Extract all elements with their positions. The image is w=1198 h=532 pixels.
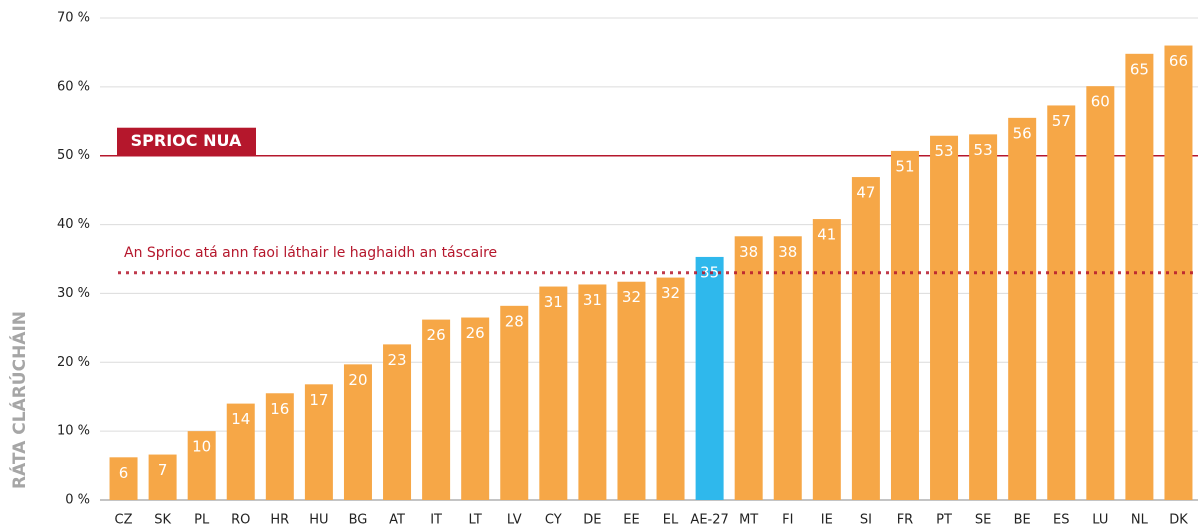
bar bbox=[578, 284, 607, 500]
y-tick-label: 50 % bbox=[57, 148, 90, 163]
bar bbox=[969, 134, 998, 500]
x-tick-label: MT bbox=[739, 513, 758, 528]
value-label: 60 bbox=[1091, 93, 1110, 111]
bar bbox=[851, 177, 880, 500]
value-label: 26 bbox=[466, 324, 485, 342]
value-label: 32 bbox=[622, 288, 641, 306]
bar bbox=[422, 319, 451, 500]
value-label: 28 bbox=[505, 312, 524, 330]
x-tick-label: DK bbox=[1169, 513, 1188, 528]
value-label: 66 bbox=[1169, 52, 1188, 70]
bar bbox=[773, 236, 802, 500]
y-axis-label: RÁTA CLÁRÚCHÁIN bbox=[8, 311, 30, 489]
bar bbox=[1086, 86, 1115, 500]
x-tick-label: NL bbox=[1131, 513, 1149, 528]
x-tick-label: SI bbox=[860, 513, 872, 528]
value-label: 35 bbox=[700, 263, 719, 281]
bar bbox=[500, 305, 529, 500]
x-tick-label: LU bbox=[1092, 513, 1108, 528]
value-label: 51 bbox=[895, 157, 914, 175]
x-tick-label: FI bbox=[782, 513, 793, 528]
x-tick-label: RO bbox=[231, 513, 250, 528]
value-label: 38 bbox=[778, 243, 797, 261]
value-label: 23 bbox=[387, 351, 406, 369]
x-tick-label: BG bbox=[349, 513, 368, 528]
x-tick-label: CZ bbox=[115, 513, 133, 528]
x-tick-label: HU bbox=[309, 513, 328, 528]
value-label: 53 bbox=[934, 142, 953, 160]
value-label: 31 bbox=[583, 291, 602, 309]
x-tick-label: SK bbox=[154, 513, 171, 528]
x-tick-label: PT bbox=[936, 513, 952, 528]
value-label: 16 bbox=[270, 400, 289, 418]
target-label-box bbox=[117, 127, 256, 156]
y-tick-label: 40 % bbox=[57, 217, 90, 232]
bar bbox=[109, 457, 138, 500]
bar bbox=[461, 317, 490, 500]
x-tick-label: ES bbox=[1053, 513, 1069, 528]
value-label: 32 bbox=[661, 284, 680, 302]
x-tick-label: IT bbox=[430, 513, 442, 528]
y-tick-label: 30 % bbox=[57, 286, 90, 301]
bar bbox=[265, 393, 294, 500]
bar bbox=[148, 454, 177, 500]
bar bbox=[617, 281, 646, 500]
bar bbox=[695, 256, 724, 500]
target-label: SPRIOC NUA bbox=[131, 131, 242, 150]
value-label: 31 bbox=[544, 293, 563, 311]
x-tick-label: LV bbox=[507, 513, 522, 528]
x-tick-label: EL bbox=[663, 513, 679, 528]
value-label: 14 bbox=[231, 410, 250, 428]
bar bbox=[343, 364, 372, 500]
x-tick-label: FR bbox=[897, 513, 914, 528]
y-tick-label: 20 % bbox=[57, 355, 90, 370]
y-tick-label: 60 % bbox=[57, 79, 90, 94]
x-tick-label: CY bbox=[545, 513, 562, 528]
bar bbox=[930, 135, 959, 500]
value-label: 65 bbox=[1130, 60, 1149, 78]
value-label: 6 bbox=[119, 464, 129, 482]
value-label: 57 bbox=[1052, 112, 1071, 130]
bar bbox=[187, 431, 216, 500]
x-tick-label: EE bbox=[623, 513, 639, 528]
value-label: 7 bbox=[158, 461, 168, 479]
bar bbox=[304, 384, 333, 500]
value-label: 56 bbox=[1013, 124, 1032, 142]
value-label: 47 bbox=[856, 184, 875, 202]
x-tick-label: DE bbox=[583, 513, 601, 528]
bar bbox=[812, 219, 841, 500]
value-label: 38 bbox=[739, 243, 758, 261]
x-tick-label: HR bbox=[270, 513, 289, 528]
x-tick-label: PL bbox=[194, 513, 210, 528]
y-tick-label: 0 % bbox=[65, 493, 90, 508]
x-tick-label: AT bbox=[389, 513, 405, 528]
bar bbox=[539, 286, 568, 500]
bar bbox=[656, 277, 685, 500]
bar bbox=[734, 236, 763, 500]
value-label: 41 bbox=[817, 226, 836, 244]
value-label: 20 bbox=[348, 371, 367, 389]
x-tick-label: IE bbox=[821, 513, 833, 528]
value-label: 53 bbox=[974, 141, 993, 159]
target-label: An Sprioc atá ann faoi láthair le haghai… bbox=[124, 245, 497, 261]
x-tick-label: SE bbox=[975, 513, 991, 528]
y-tick-label: 10 % bbox=[57, 424, 90, 439]
y-tick-label: 70 % bbox=[57, 11, 90, 26]
bar bbox=[383, 344, 412, 500]
bar bbox=[226, 403, 255, 500]
x-tick-label: AE-27 bbox=[690, 513, 728, 528]
bar bbox=[1125, 53, 1154, 500]
value-label: 26 bbox=[427, 326, 446, 344]
value-label: 17 bbox=[309, 391, 328, 409]
bar bbox=[1047, 105, 1076, 500]
x-tick-label: LT bbox=[468, 513, 481, 528]
bar bbox=[1164, 45, 1193, 501]
value-label: 10 bbox=[192, 438, 211, 456]
bar bbox=[890, 150, 919, 500]
bar bbox=[1008, 117, 1037, 500]
x-tick-label: BE bbox=[1014, 513, 1031, 528]
